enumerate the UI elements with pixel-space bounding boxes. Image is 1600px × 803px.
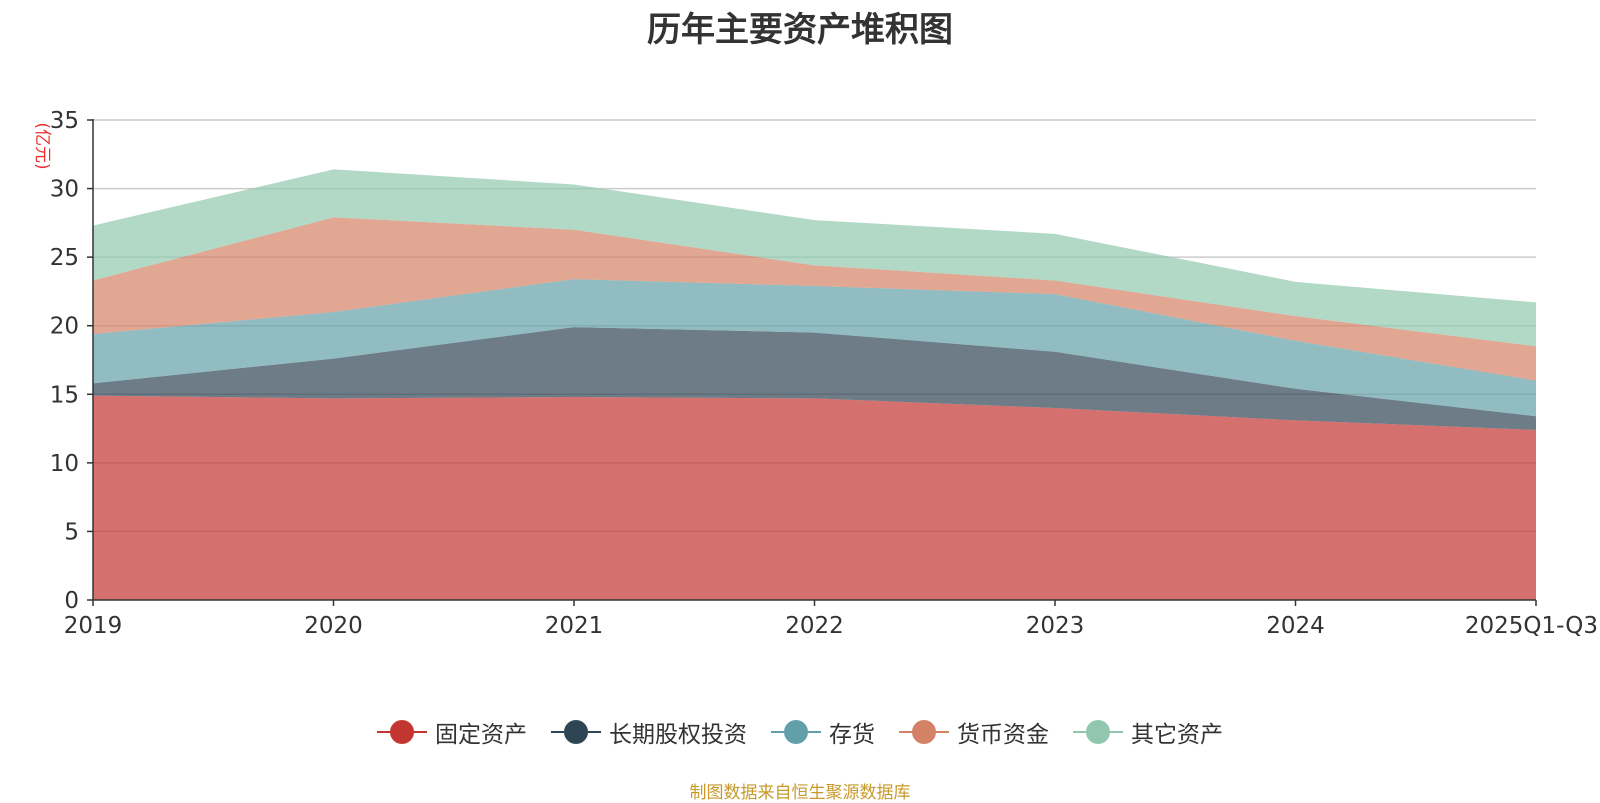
area-series-2[interactable]	[93, 327, 1536, 430]
y-tick-label: 30	[50, 177, 79, 203]
legend-swatch-icon	[899, 720, 949, 744]
area-series-4[interactable]	[93, 217, 1536, 381]
y-tick-label: 10	[50, 451, 79, 477]
legend-label: 长期股权投资	[609, 722, 747, 748]
x-tick-label: 2024	[1266, 613, 1325, 639]
legend-swatch-icon	[1073, 720, 1123, 744]
x-tick-label: 2025Q1-Q3	[1465, 613, 1598, 639]
legend-swatch-icon	[551, 720, 601, 744]
legend-label: 其它资产	[1131, 722, 1223, 748]
area-series-1[interactable]	[93, 395, 1536, 600]
x-tick-label: 2020	[304, 613, 363, 639]
legend-label: 货币资金	[957, 722, 1049, 748]
y-tick-label: 0	[64, 588, 79, 614]
legend-item-1[interactable]: 固定资产	[377, 715, 527, 749]
source-note: 制图数据来自恒生聚源数据库	[689, 783, 911, 803]
x-tick-label: 2023	[1026, 613, 1085, 639]
x-tick-label: 2019	[64, 613, 123, 639]
x-tick-label: 2021	[545, 613, 604, 639]
y-tick-label: 25	[50, 245, 79, 271]
legend-item-3[interactable]: 存货	[771, 715, 875, 749]
legend-swatch-icon	[377, 720, 427, 744]
legend-item-2[interactable]: 长期股权投资	[551, 715, 747, 749]
legend: 固定资产 长期股权投资 存货 货币资金 其它资产	[0, 715, 1600, 749]
legend-label: 存货	[829, 722, 875, 748]
area-series-3[interactable]	[93, 279, 1536, 417]
legend-item-5[interactable]: 其它资产	[1073, 715, 1223, 749]
y-tick-label: 35	[50, 108, 79, 134]
x-tick-label: 2022	[785, 613, 844, 639]
area-series-5[interactable]	[93, 169, 1536, 347]
y-tick-label: 15	[50, 382, 79, 408]
chart-title: 历年主要资产堆积图	[647, 10, 953, 50]
legend-swatch-icon	[771, 720, 821, 744]
y-axis-unit-label: (亿元)	[32, 122, 52, 169]
y-tick-label: 20	[50, 314, 79, 340]
legend-label: 固定资产	[435, 722, 527, 748]
legend-item-4[interactable]: 货币资金	[899, 715, 1049, 749]
y-tick-label: 5	[64, 519, 79, 545]
